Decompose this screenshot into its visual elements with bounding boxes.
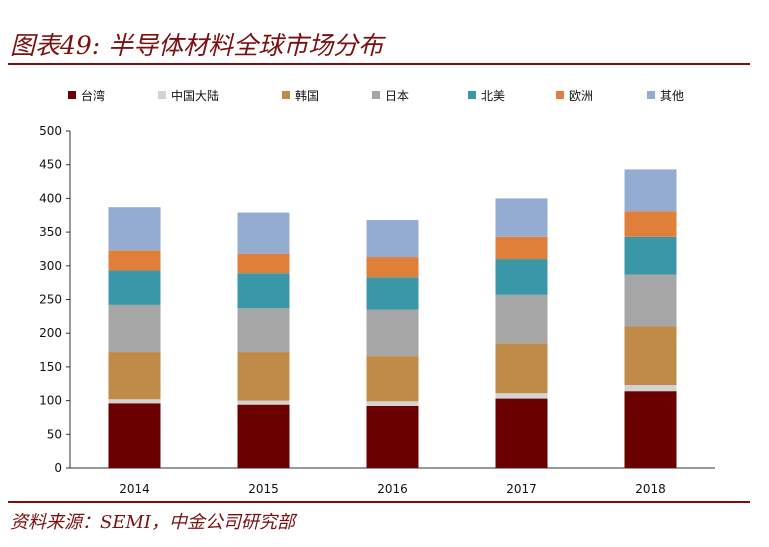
legend-label: 韩国 bbox=[295, 88, 319, 103]
bar-2018-韩国 bbox=[624, 326, 677, 386]
y-tick-label: 250 bbox=[39, 293, 62, 307]
legend-label: 其他 bbox=[660, 89, 684, 103]
y-tick-label: 350 bbox=[39, 225, 62, 239]
bar-2018-台湾 bbox=[624, 391, 677, 468]
bar-2018-其他 bbox=[624, 169, 677, 212]
bar-2016-中国大陆 bbox=[366, 401, 419, 406]
source-note: 资料来源：SEMI，中金公司研究部 bbox=[10, 512, 296, 533]
x-tick-label: 2017 bbox=[506, 482, 537, 496]
bar-2014-中国大陆 bbox=[108, 399, 161, 404]
bar-2016-其他 bbox=[366, 219, 419, 258]
bar-2017-欧洲 bbox=[495, 236, 548, 260]
y-tick-label: 50 bbox=[47, 427, 62, 441]
bar-2018-中国大陆 bbox=[624, 385, 677, 392]
bar-2014-日本 bbox=[108, 304, 161, 353]
chart-title: 图表49: 半导体材料全球市场分布 bbox=[10, 31, 384, 60]
bar-2016-台湾 bbox=[366, 405, 419, 468]
bar-2016-欧洲 bbox=[366, 257, 419, 278]
y-tick-label: 500 bbox=[39, 124, 62, 138]
legend-label: 北美 bbox=[481, 89, 505, 103]
bar-2018-欧洲 bbox=[624, 211, 677, 237]
bars bbox=[108, 169, 677, 468]
bar-2017-台湾 bbox=[495, 398, 548, 468]
legend-swatch-中国大陆 bbox=[158, 91, 166, 99]
x-tick-label: 2014 bbox=[119, 482, 150, 496]
x-tick-label: 2015 bbox=[248, 482, 279, 496]
legend-label: 台湾 bbox=[81, 88, 105, 103]
bar-2014-其他 bbox=[108, 207, 161, 251]
bar-2014-北美 bbox=[108, 270, 161, 305]
bar-2014-台湾 bbox=[108, 403, 161, 468]
title-rule bbox=[8, 63, 750, 65]
bar-2015-欧洲 bbox=[237, 253, 290, 274]
bar-2015-中国大陆 bbox=[237, 400, 290, 405]
legend-swatch-其他 bbox=[647, 91, 655, 99]
x-tick-label: 2016 bbox=[377, 482, 408, 496]
x-tick-label: 2018 bbox=[635, 482, 666, 496]
bar-2017-日本 bbox=[495, 294, 548, 344]
bar-2018-日本 bbox=[624, 274, 677, 327]
legend-swatch-日本 bbox=[372, 91, 380, 99]
legend-swatch-北美 bbox=[468, 91, 476, 99]
bar-2016-日本 bbox=[366, 309, 419, 357]
bar-2015-台湾 bbox=[237, 404, 290, 468]
y-tick-label: 400 bbox=[39, 191, 62, 205]
y-tick-label: 200 bbox=[39, 326, 62, 340]
legend-label: 中国大陆 bbox=[171, 88, 219, 103]
bar-2015-韩国 bbox=[237, 352, 290, 401]
legend-swatch-韩国 bbox=[282, 91, 290, 99]
bar-2017-韩国 bbox=[495, 343, 548, 394]
source-rule bbox=[8, 501, 750, 503]
y-tick-label: 300 bbox=[39, 259, 62, 273]
bar-2016-北美 bbox=[366, 277, 419, 310]
y-tick-label: 150 bbox=[39, 360, 62, 374]
bar-2015-日本 bbox=[237, 308, 290, 353]
legend-swatch-台湾 bbox=[68, 91, 76, 99]
axes: 0 50 100 150 200 250 300 350 400 450 500 2014 2015 20… bbox=[39, 124, 715, 496]
legend-swatch-欧洲 bbox=[556, 91, 564, 99]
bar-2017-其他 bbox=[495, 198, 548, 237]
legend: 台湾 中国大陆 韩国 日本 北美 欧洲 其他 bbox=[68, 88, 684, 103]
bar-2014-欧洲 bbox=[108, 250, 161, 271]
bar-2018-北美 bbox=[624, 236, 677, 275]
bar-2017-中国大陆 bbox=[495, 393, 548, 399]
y-tick-label: 100 bbox=[39, 394, 62, 408]
bar-2017-北美 bbox=[495, 259, 548, 295]
bar-2015-其他 bbox=[237, 212, 290, 254]
bar-2014-韩国 bbox=[108, 352, 161, 400]
bar-2015-北美 bbox=[237, 273, 290, 309]
legend-label: 欧洲 bbox=[569, 89, 593, 103]
y-tick-label: 450 bbox=[39, 158, 62, 172]
legend-label: 日本 bbox=[385, 89, 409, 103]
bar-2016-韩国 bbox=[366, 356, 419, 402]
y-tick-label: 0 bbox=[54, 461, 62, 475]
